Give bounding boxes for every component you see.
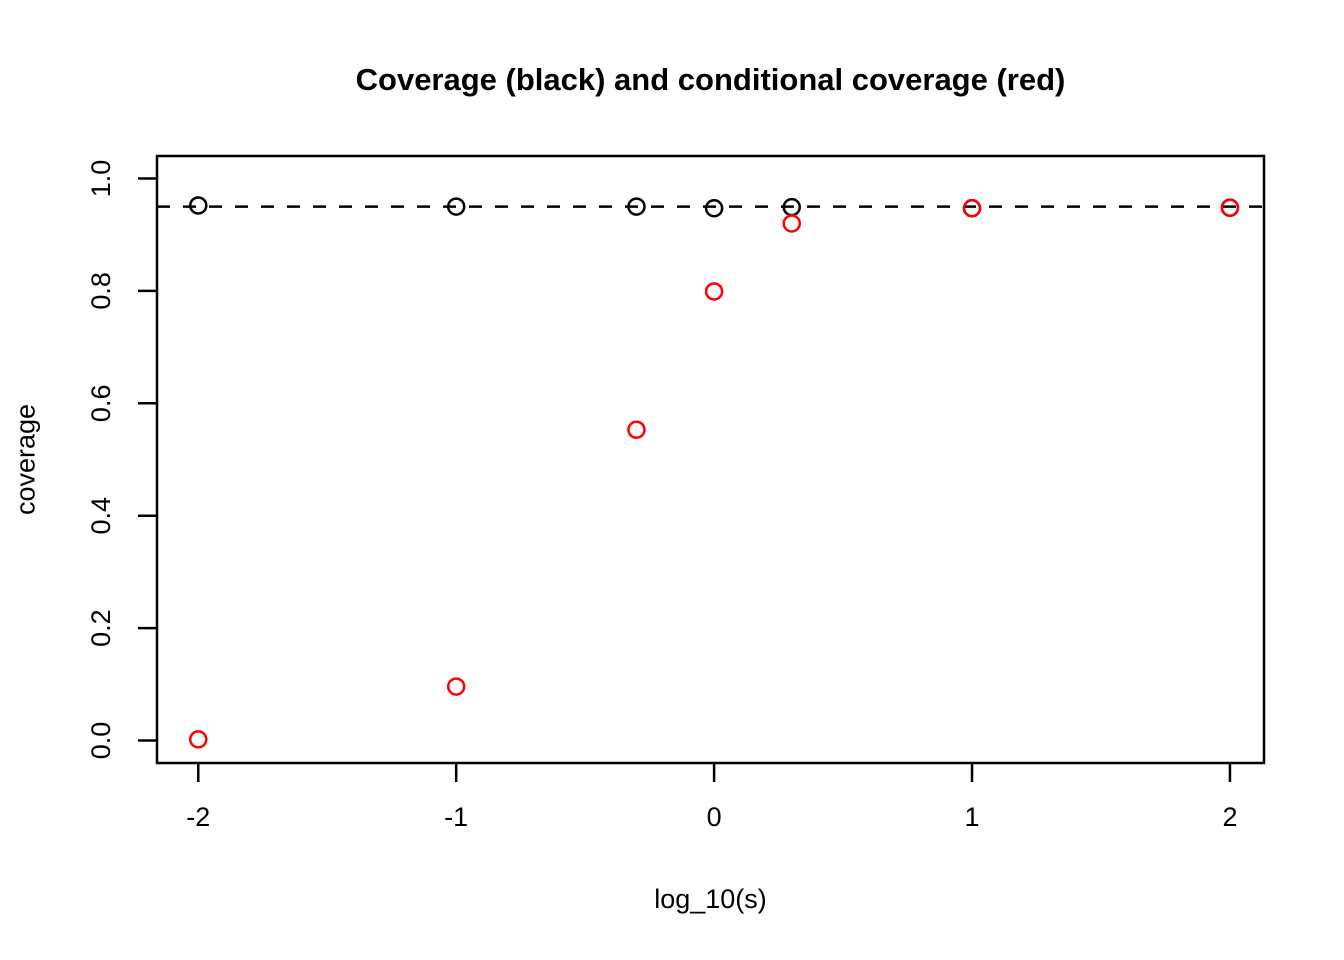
data-point-coverage <box>627 197 646 216</box>
y-tick-label: 1.0 <box>86 160 116 198</box>
data-point-coverage <box>782 197 801 217</box>
data-point-coverage <box>704 199 724 218</box>
data-point-conditional-coverage <box>627 420 646 439</box>
x-tick-label: 2 <box>1222 802 1237 832</box>
y-axis-label: coverage <box>10 403 41 516</box>
x-tick-label: -2 <box>186 802 210 832</box>
data-point-conditional-coverage <box>962 199 982 218</box>
data-point-coverage <box>189 196 208 215</box>
data-point-conditional-coverage <box>782 214 801 233</box>
y-tick-label: 0.2 <box>86 609 116 647</box>
data-point-conditional-coverage <box>704 282 724 301</box>
data-point-coverage <box>446 197 466 216</box>
y-tick-label: 0.4 <box>86 497 116 535</box>
data-point-conditional-coverage <box>189 730 208 749</box>
x-axis-label: log_10(s) <box>654 884 767 914</box>
x-tick-label: 1 <box>965 802 980 832</box>
x-tick-label: -1 <box>444 802 468 832</box>
y-tick-label: 0.0 <box>86 722 116 760</box>
chart-title: Coverage (black) and conditional coverag… <box>355 62 1066 97</box>
data-point-conditional-coverage <box>446 677 466 696</box>
y-tick-label: 0.6 <box>86 385 116 423</box>
data-point-conditional-coverage <box>1220 198 1240 217</box>
plot-border <box>155 154 1266 765</box>
y-tick-label: 0.8 <box>86 272 116 310</box>
x-tick-label: 0 <box>707 802 722 832</box>
